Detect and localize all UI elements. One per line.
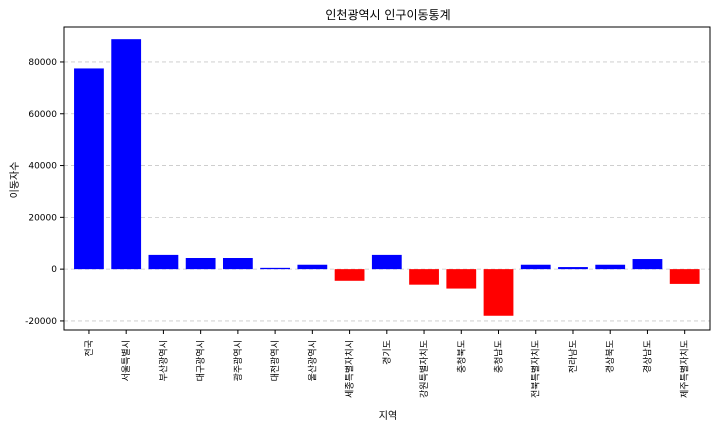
plot-area-frame: [63, 26, 711, 331]
y-tick-label: 0: [51, 265, 57, 275]
y-tick-label: 80000: [28, 58, 57, 68]
bar: [111, 39, 142, 270]
bar: [409, 269, 439, 285]
bar: [669, 269, 700, 284]
bar: [185, 258, 216, 270]
x-tick-label: 강원특별자치도: [418, 340, 430, 398]
x-tick-label: 부산광역시: [157, 340, 169, 381]
x-tick-label: 충청북도: [456, 340, 467, 373]
x-tick-label: 대구광역시: [195, 340, 207, 381]
y-tick-label: 60000: [28, 110, 57, 120]
y-axis-ticks: -20000 0 20000 40000 60000 80000: [25, 58, 64, 327]
bar: [632, 259, 663, 270]
x-tick-label: 제주특별자치도: [679, 340, 691, 398]
chart-title: 인천광역시 인구이동통계: [325, 7, 450, 22]
bar: [74, 68, 104, 270]
x-tick-label: 전북특별자치도: [530, 340, 542, 398]
x-tick-label: 광주광역시: [232, 340, 244, 381]
x-tick-label: 대전광역시: [269, 340, 281, 381]
x-axis-ticks: 전국 서울특별시 부산광역시 대구광역시 광주광역시 대전광역시 울산광역시 세종특별자치시 경…: [84, 330, 691, 398]
y-axis-label: 이동자수: [9, 162, 21, 199]
bar: [483, 269, 514, 316]
x-tick-label: 울산광역시: [306, 340, 318, 381]
gridlines: [64, 61, 710, 322]
bar: [334, 269, 365, 281]
y-tick-label: -20000: [25, 317, 57, 327]
y-tick-label: 40000: [28, 162, 57, 172]
bar: [558, 267, 588, 270]
bar: [222, 258, 253, 270]
bars: [74, 39, 700, 316]
bar: [148, 254, 179, 270]
x-tick-label: 전국: [84, 340, 95, 357]
x-axis-label: 지역: [379, 410, 397, 422]
bar: [595, 264, 626, 270]
x-tick-label: 서울특별시: [121, 340, 132, 381]
x-tick-label: 세종특별자치시: [344, 340, 356, 398]
bar: [260, 267, 291, 270]
bar: [371, 254, 402, 270]
bar: [520, 264, 551, 270]
x-tick-label: 경상남도: [641, 340, 653, 373]
x-tick-label: 전라남도: [568, 340, 579, 373]
y-tick-label: 20000: [28, 213, 57, 223]
x-tick-label: 경상북도: [604, 340, 616, 373]
x-tick-label: 경기도: [381, 340, 393, 365]
x-tick-label: 충청남도: [494, 340, 505, 373]
bar: [446, 269, 477, 289]
bar: [297, 264, 328, 270]
